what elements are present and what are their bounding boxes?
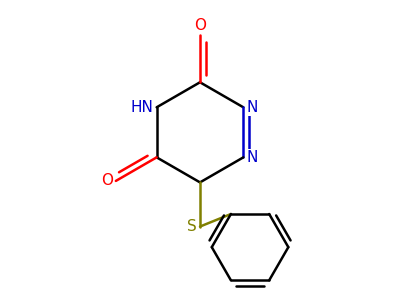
Text: S: S: [187, 219, 197, 234]
Text: O: O: [194, 18, 206, 33]
Text: N: N: [247, 150, 258, 165]
Text: O: O: [102, 173, 114, 188]
Text: HN: HN: [131, 100, 154, 115]
Text: N: N: [247, 100, 258, 115]
